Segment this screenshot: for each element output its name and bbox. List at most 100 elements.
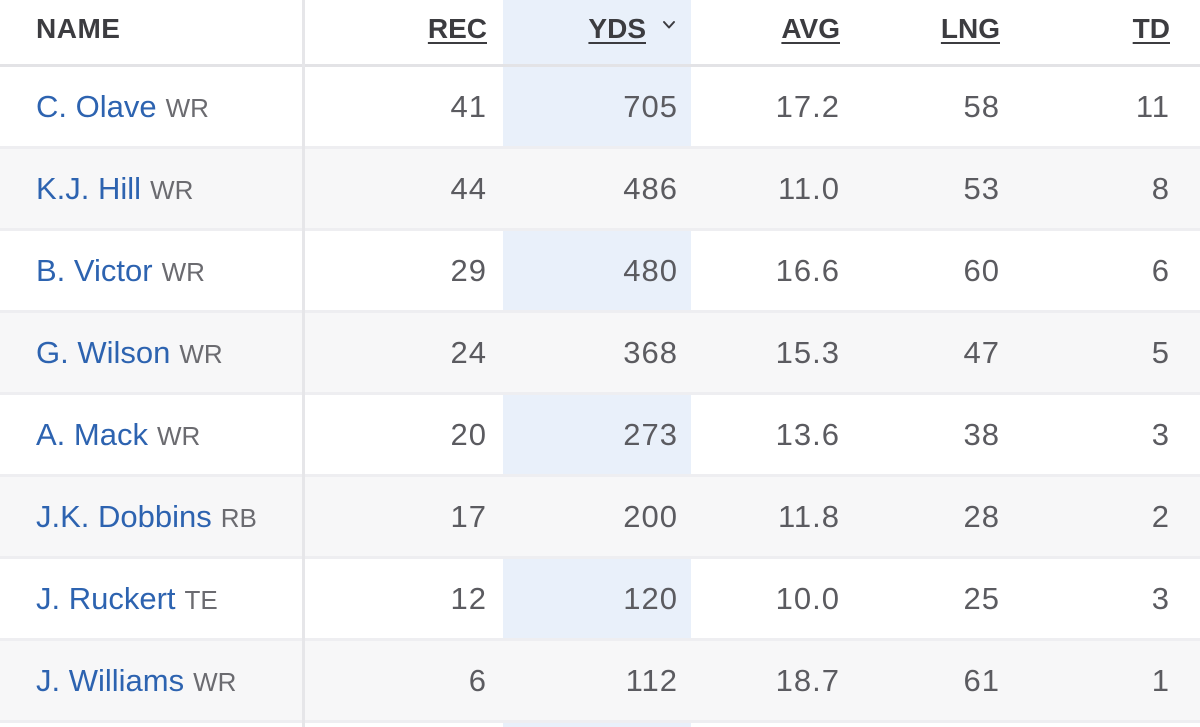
stat-avg-cell: 10.0 bbox=[690, 559, 840, 638]
stat-avg-cell: 15.3 bbox=[690, 313, 840, 392]
header-name-label: NAME bbox=[36, 13, 121, 44]
stat-yds-cell: 368 bbox=[505, 313, 678, 392]
sort-avg-link[interactable]: AVG bbox=[781, 13, 840, 44]
sort-lng-link[interactable]: LNG bbox=[940, 13, 1000, 44]
header-rec[interactable]: REC bbox=[305, 0, 487, 64]
stat-td-cell: 11 bbox=[1010, 67, 1170, 146]
header-yds[interactable]: YDS bbox=[505, 0, 678, 64]
stat-yds-cell: 112 bbox=[505, 641, 678, 720]
table-row: B. Victor WR 29 480 16.6 60 6 bbox=[0, 231, 1200, 313]
player-position: WR bbox=[165, 93, 209, 123]
header-td[interactable]: TD bbox=[1010, 0, 1170, 64]
stat-yds-value: 368 bbox=[623, 334, 678, 370]
stat-yds-cell: 480 bbox=[505, 231, 678, 310]
stat-avg-value: 18.7 bbox=[775, 662, 840, 698]
stat-rec-cell: 44 bbox=[305, 149, 487, 228]
stat-avg-value: 15.3 bbox=[775, 334, 840, 370]
stat-yds-cell: 273 bbox=[505, 395, 678, 474]
stat-rec-cell: 17 bbox=[305, 477, 487, 556]
stat-lng-cell: 61 bbox=[850, 641, 1000, 720]
stat-rec-value: 29 bbox=[450, 252, 487, 288]
sort-rec-link[interactable]: REC bbox=[427, 13, 487, 44]
player-name-cell: C. Olave WR bbox=[36, 67, 300, 146]
name-column-divider bbox=[302, 0, 305, 727]
stat-lng-cell: 58 bbox=[850, 67, 1000, 146]
stat-lng-value: 61 bbox=[963, 662, 1000, 698]
stat-lng-cell: 47 bbox=[850, 313, 1000, 392]
stat-td-value: 3 bbox=[1151, 580, 1170, 616]
stat-td-cell: 8 bbox=[1010, 149, 1170, 228]
player-link[interactable]: J.K. Dobbins bbox=[36, 498, 212, 534]
stat-td-value: 8 bbox=[1151, 170, 1170, 206]
stat-avg-cell: 11.0 bbox=[690, 149, 840, 228]
stat-lng-cell: 38 bbox=[850, 395, 1000, 474]
player-link[interactable]: J. Ruckert bbox=[36, 580, 176, 616]
table-row: K.J. Hill WR 44 486 11.0 53 8 bbox=[0, 149, 1200, 231]
stat-td-value: 3 bbox=[1151, 416, 1170, 452]
stat-yds-value: 120 bbox=[623, 580, 678, 616]
player-name-cell: A. Mack WR bbox=[36, 395, 300, 474]
stat-td-value: 11 bbox=[1135, 88, 1170, 124]
stat-avg-value: 16.6 bbox=[775, 252, 840, 288]
player-position: WR bbox=[193, 667, 237, 697]
player-link[interactable]: B. Victor bbox=[36, 252, 153, 288]
stat-avg-cell: 17.2 bbox=[690, 67, 840, 146]
table-row: J. Williams WR 6 112 18.7 61 1 bbox=[0, 641, 1200, 723]
player-position: RB bbox=[220, 503, 257, 533]
table-row: G. Wilson WR 24 368 15.3 47 5 bbox=[0, 313, 1200, 395]
stat-td-cell: 1 bbox=[1010, 641, 1170, 720]
stat-avg-cell: 18.7 bbox=[690, 641, 840, 720]
player-link[interactable]: G. Wilson bbox=[36, 334, 171, 370]
sort-yds-link[interactable]: YDS bbox=[588, 13, 646, 44]
stat-yds-cell: 486 bbox=[505, 149, 678, 228]
table-header: NAME REC YDS AVG LNG TD bbox=[0, 0, 1200, 67]
stat-rec-cell: 12 bbox=[305, 559, 487, 638]
stat-yds-value: 480 bbox=[623, 252, 678, 288]
header-avg[interactable]: AVG bbox=[690, 0, 840, 64]
stat-td-cell: 2 bbox=[1010, 477, 1170, 556]
stat-lng-value: 47 bbox=[963, 334, 1000, 370]
stat-rec-cell: 20 bbox=[305, 395, 487, 474]
stat-yds-cell: 200 bbox=[505, 477, 678, 556]
player-position: WR bbox=[156, 421, 201, 451]
stat-avg-value: 11.0 bbox=[777, 170, 840, 206]
player-name-cell: J.K. Dobbins RB bbox=[36, 477, 300, 556]
stat-avg-value: 17.2 bbox=[775, 88, 840, 124]
stat-yds-value: 200 bbox=[623, 498, 678, 534]
stat-yds-cell: 705 bbox=[505, 67, 678, 146]
player-name-cell: K.J. Hill WR bbox=[36, 149, 300, 228]
stat-td-cell: 5 bbox=[1010, 313, 1170, 392]
stat-yds-value: 486 bbox=[623, 170, 678, 206]
stat-yds-cell: 120 bbox=[505, 559, 678, 638]
player-name-cell: J. Ruckert TE bbox=[36, 559, 300, 638]
sort-td-link[interactable]: TD bbox=[1132, 13, 1170, 44]
player-position: WR bbox=[161, 257, 205, 287]
stat-td-cell: 6 bbox=[1010, 231, 1170, 310]
stat-td-value: 5 bbox=[1151, 334, 1170, 370]
table-row: C. Olave WR 41 705 17.2 58 11 bbox=[0, 67, 1200, 149]
player-link[interactable]: A. Mack bbox=[36, 416, 148, 452]
stat-rec-cell: 29 bbox=[305, 231, 487, 310]
player-position: TE bbox=[184, 585, 218, 615]
stat-yds-value: 112 bbox=[625, 662, 678, 698]
stat-rec-value: 44 bbox=[450, 170, 487, 206]
stat-rec-cell: 41 bbox=[305, 67, 487, 146]
player-name-cell: G. Wilson WR bbox=[36, 313, 300, 392]
stat-td-cell: 3 bbox=[1010, 395, 1170, 474]
player-link[interactable]: J. Williams bbox=[36, 662, 185, 698]
stat-rec-value: 41 bbox=[450, 88, 487, 124]
stat-td-value: 6 bbox=[1151, 252, 1170, 288]
stat-lng-cell: 60 bbox=[850, 231, 1000, 310]
stat-lng-value: 53 bbox=[963, 170, 1000, 206]
stat-rec-value: 17 bbox=[450, 498, 487, 534]
stat-td-cell: 3 bbox=[1010, 559, 1170, 638]
header-lng[interactable]: LNG bbox=[850, 0, 1000, 64]
stat-rec-cell: 6 bbox=[305, 641, 487, 720]
stat-yds-value: 705 bbox=[623, 88, 678, 124]
stat-lng-value: 38 bbox=[963, 416, 1000, 452]
stat-rec-value: 12 bbox=[450, 580, 487, 616]
player-link[interactable]: C. Olave bbox=[36, 88, 157, 124]
chevron-down-icon[interactable] bbox=[662, 18, 676, 32]
player-link[interactable]: K.J. Hill bbox=[36, 170, 142, 206]
